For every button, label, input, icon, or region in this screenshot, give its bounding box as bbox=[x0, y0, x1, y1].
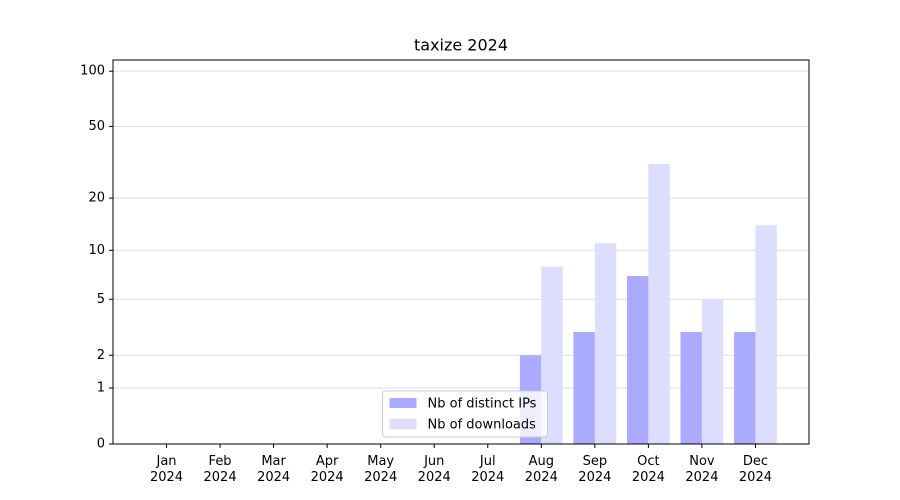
legend-box bbox=[382, 390, 548, 438]
chart-title: taxize 2024 bbox=[414, 36, 508, 55]
x-tick-label: Jul 2024 bbox=[471, 454, 504, 485]
bar bbox=[755, 225, 777, 444]
bar bbox=[680, 332, 702, 444]
legend-swatch bbox=[389, 419, 417, 429]
legend-label: Nb of distinct IPs bbox=[428, 397, 537, 412]
x-tick-label: Aug 2024 bbox=[525, 454, 558, 485]
x-tick-label: Sep 2024 bbox=[578, 454, 611, 485]
x-tick-label: Jan 2024 bbox=[150, 454, 183, 485]
bar bbox=[648, 164, 670, 444]
y-tick-label: 100 bbox=[80, 64, 105, 79]
y-tick-label: 0 bbox=[97, 437, 105, 452]
x-tick-label: May 2024 bbox=[364, 454, 397, 485]
y-tick-label: 20 bbox=[88, 191, 105, 206]
bar bbox=[573, 332, 595, 444]
bar bbox=[594, 243, 617, 444]
x-tick-label: Dec 2024 bbox=[739, 454, 772, 485]
x-tick-label: Mar 2024 bbox=[257, 454, 290, 485]
x-tick-label: Nov 2024 bbox=[685, 454, 718, 485]
bar bbox=[734, 332, 756, 444]
y-tick-label: 2 bbox=[97, 348, 105, 363]
y-tick-label: 10 bbox=[88, 243, 105, 258]
legend: Nb of distinct IPs Nb of downloads bbox=[382, 390, 548, 438]
bar bbox=[701, 299, 724, 444]
y-tick-label: 1 bbox=[97, 381, 105, 396]
legend-swatch bbox=[389, 398, 417, 408]
x-tick-label: Feb 2024 bbox=[204, 454, 237, 485]
legend-label: Nb of downloads bbox=[428, 418, 537, 433]
y-tick-label: 5 bbox=[97, 292, 105, 307]
y-tick-label: 50 bbox=[88, 119, 105, 134]
plot-frame bbox=[112, 59, 810, 445]
x-tick-label: Apr 2024 bbox=[311, 454, 344, 485]
x-tick-label: Jun 2024 bbox=[418, 454, 451, 485]
x-tick-label: Oct 2024 bbox=[632, 454, 665, 485]
bar bbox=[626, 276, 649, 444]
